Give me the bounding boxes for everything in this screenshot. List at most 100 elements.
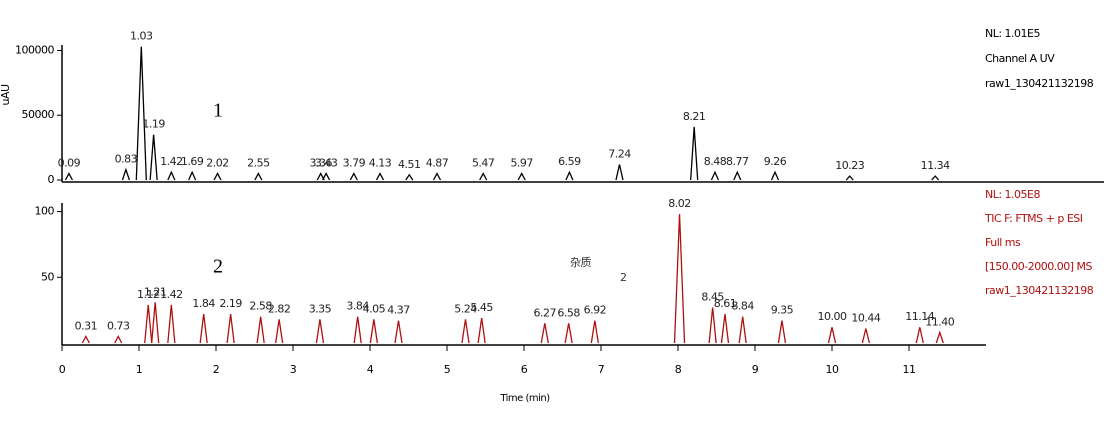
peak-label: 8.45 <box>701 291 724 304</box>
peak-label: 8.84 <box>731 300 754 313</box>
peak <box>845 175 854 181</box>
peak <box>590 320 599 344</box>
peak <box>135 46 147 181</box>
x-tick-label: 4 <box>367 363 374 376</box>
peak <box>720 314 730 344</box>
x-tick-label: 11 <box>903 363 916 376</box>
peak <box>931 175 940 181</box>
peak-label: 0.73 <box>107 319 130 332</box>
peak-label: 0.83 <box>115 153 138 166</box>
peak <box>81 335 90 344</box>
peak-label: 4.05 <box>363 302 386 315</box>
info-text: NL: 1.05E8 <box>985 188 1041 201</box>
y-tick-label: 100 <box>35 205 55 218</box>
peak-label: 5.97 <box>510 157 533 170</box>
peak <box>738 316 747 344</box>
peak-label: 5.47 <box>472 157 495 170</box>
peak-label: 3.35 <box>309 302 332 315</box>
annotation: 2 <box>620 271 627 284</box>
peak <box>710 170 720 181</box>
peak-label: 0.09 <box>58 157 81 170</box>
peak <box>349 172 358 181</box>
peak <box>149 134 158 181</box>
peak <box>673 214 686 344</box>
peak <box>254 172 263 181</box>
peak <box>565 170 574 181</box>
peak <box>690 126 699 181</box>
annotation: 杂质 <box>570 256 591 269</box>
peak <box>777 320 787 344</box>
x-tick-label: 5 <box>444 363 451 376</box>
peak <box>167 170 176 181</box>
x-tick-label: 9 <box>752 363 759 376</box>
peak-label: 8.61 <box>714 297 737 310</box>
peak-label: 6.58 <box>557 306 580 319</box>
info-text: raw1_130421132198 <box>985 284 1094 297</box>
peak-label: 4.87 <box>426 157 449 170</box>
peak <box>322 172 331 181</box>
peak-label: 11.34 <box>921 159 950 172</box>
panel-label: 1 <box>213 100 223 122</box>
peak-label: 9.26 <box>764 155 787 168</box>
peak <box>64 172 74 181</box>
peak-label: 1.03 <box>130 30 153 43</box>
x-axis-label: Time (min) <box>499 393 550 404</box>
peak <box>708 307 717 344</box>
y-tick-label: 50 <box>41 270 54 283</box>
x-tick-label: 2 <box>213 363 220 376</box>
peak <box>121 167 131 181</box>
peak-label: 6.27 <box>534 306 557 319</box>
peak <box>615 164 624 181</box>
peak <box>199 314 208 344</box>
peak-label: 5.45 <box>470 301 493 314</box>
info-text: Full ms <box>985 236 1021 249</box>
info-text: [150.00-2000.00] MS <box>985 260 1093 273</box>
peak-label: 10.44 <box>851 312 880 325</box>
x-tick-label: 7 <box>598 363 605 376</box>
peak <box>375 172 385 181</box>
peak-label: 3.84 <box>346 300 369 313</box>
x-tick-label: 1 <box>136 363 143 376</box>
y-tick-label: 0 <box>48 173 55 186</box>
peak <box>935 330 944 344</box>
y-tick-label: 100000 <box>15 43 54 56</box>
info-text: raw1_130421132198 <box>985 77 1094 90</box>
peak-label: 1.42 <box>160 155 183 168</box>
x-tick-label: 6 <box>521 363 528 376</box>
peak <box>256 316 265 344</box>
peak-label: 1.21 <box>144 285 167 298</box>
peak-label: 2.02 <box>206 157 229 170</box>
peak <box>432 172 442 181</box>
peak <box>167 304 176 344</box>
peak-label: 1.42 <box>160 288 183 301</box>
peak-label: 4.13 <box>369 157 392 170</box>
x-tick-label: 8 <box>675 363 682 376</box>
peak-label: 10.23 <box>835 159 864 172</box>
info-text: TIC F: FTMS + p ESI <box>984 212 1083 225</box>
info-text: Channel A UV <box>985 52 1055 65</box>
peak <box>540 323 549 344</box>
peak <box>517 172 526 181</box>
peak <box>144 304 153 344</box>
peak <box>479 172 488 181</box>
peak-label: 1.84 <box>192 297 215 310</box>
peak-label: 11.40 <box>925 315 954 328</box>
peak-label: 3.36 <box>309 157 332 170</box>
peak-label: 2.55 <box>247 157 270 170</box>
peak <box>369 319 378 344</box>
peak <box>564 323 573 344</box>
info-text: NL: 1.01E5 <box>985 27 1041 40</box>
peak <box>394 320 403 344</box>
peak-label: 4.37 <box>387 304 410 317</box>
peak-label: 8.77 <box>726 155 749 168</box>
peak <box>827 327 837 344</box>
peak-label: 7.24 <box>608 147 631 160</box>
peak-label: 11.14 <box>905 310 934 323</box>
peak-label: 0.31 <box>75 319 98 332</box>
peak <box>114 335 123 344</box>
peak-label: 8.02 <box>668 197 691 210</box>
x-tick-label: 0 <box>59 363 66 376</box>
peak <box>733 170 742 181</box>
peak <box>213 172 222 181</box>
